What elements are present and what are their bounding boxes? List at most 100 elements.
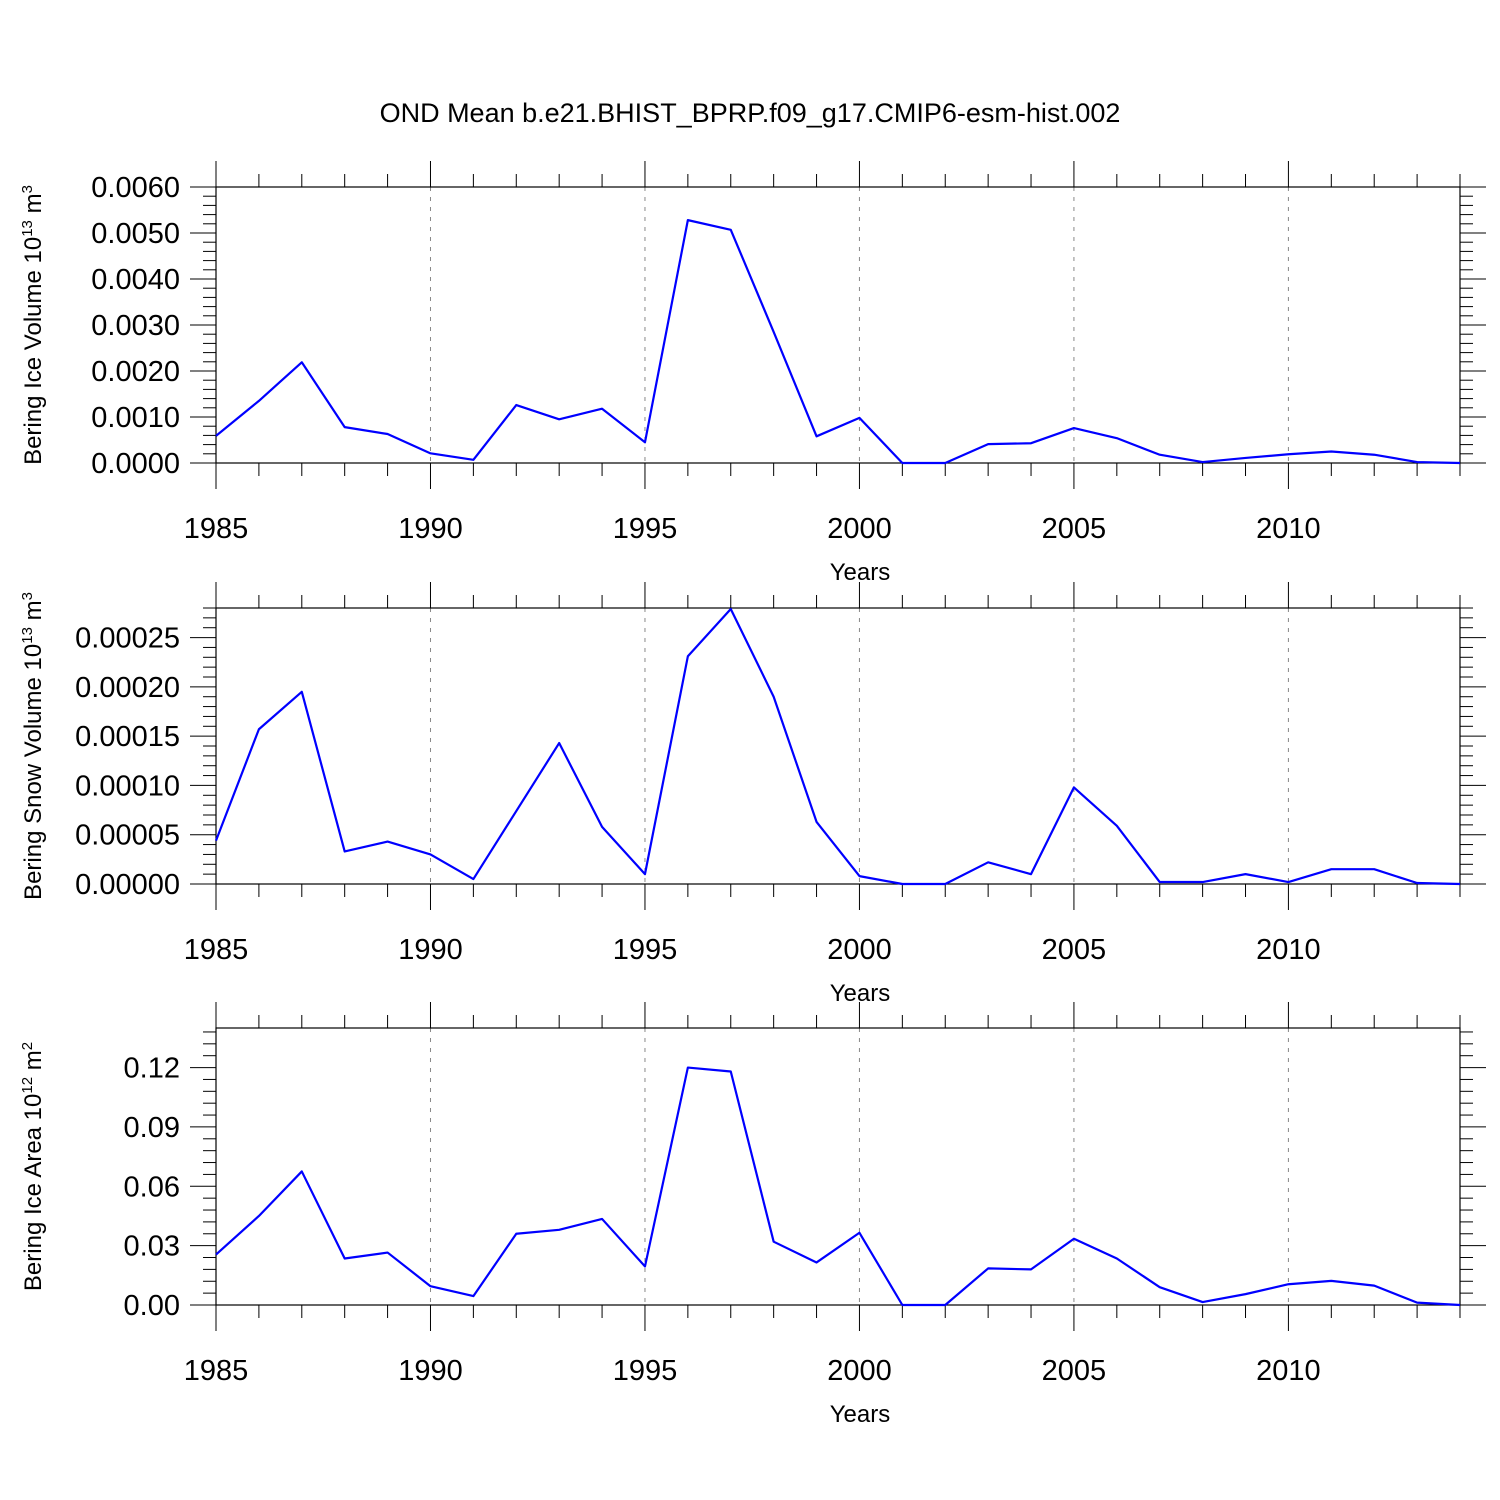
- y-tick-label: 0.0040: [91, 264, 180, 296]
- x-tick-label: 2000: [827, 513, 892, 545]
- data-point: [515, 810, 517, 812]
- x-tick-label: 2000: [827, 934, 892, 966]
- y-tick-label: 0.0010: [91, 402, 180, 434]
- x-tick-label: 2010: [1256, 513, 1321, 545]
- data-point: [1287, 1283, 1289, 1285]
- data-point: [429, 452, 431, 454]
- plot-frame: [215, 186, 1461, 464]
- data-point: [386, 1251, 388, 1253]
- y-tick-label: 0.00025: [75, 623, 180, 655]
- data-point: [515, 404, 517, 406]
- data-point: [343, 850, 345, 852]
- data-point: [301, 361, 303, 363]
- x-tick-label: 1985: [184, 934, 249, 966]
- plot-frame: [215, 1027, 1461, 1306]
- data-point: [429, 1285, 431, 1287]
- data-point: [343, 1257, 345, 1259]
- x-tick-label: 2005: [1042, 513, 1107, 545]
- data-point: [1159, 454, 1161, 456]
- data-point: [1287, 881, 1289, 883]
- data-point: [730, 229, 732, 231]
- data-point: [1116, 825, 1118, 827]
- data-point: [1201, 461, 1203, 463]
- y-axis-label-superscript: 12: [19, 1077, 36, 1094]
- y-tick-label: 0.0000: [91, 448, 180, 480]
- data-point: [558, 1229, 560, 1231]
- data-point: [1330, 450, 1332, 452]
- data-point: [1373, 868, 1375, 870]
- y-tick-label: 0.0060: [91, 172, 180, 204]
- data-point: [858, 1232, 860, 1234]
- data-point: [815, 435, 817, 437]
- x-axis-label: Years: [830, 1401, 891, 1428]
- data-point: [815, 1261, 817, 1263]
- data-point: [944, 1304, 946, 1306]
- data-point: [215, 1253, 217, 1255]
- data-point: [901, 883, 903, 885]
- panel-2: 0.00000 0.00005 0.00010 0.00015 0.00020 0.000…: [19, 582, 1486, 1007]
- data-point: [1073, 1238, 1075, 1240]
- y-axis-label-superscript: 13: [19, 627, 36, 644]
- series-line: [215, 1066, 1461, 1307]
- chart-title: OND Mean b.e21.BHIST_BPRP.f09_g17.CMIP6-…: [380, 98, 1121, 128]
- x-tick-label: 1995: [613, 1355, 678, 1387]
- data-point: [1416, 461, 1418, 463]
- y-tick-label: 0.12: [124, 1053, 180, 1085]
- y-tick-label: 0.0050: [91, 218, 180, 250]
- data-point: [1459, 462, 1461, 464]
- series-line: [215, 219, 1461, 465]
- data-point: [515, 1233, 517, 1235]
- data-point: [1159, 1286, 1161, 1288]
- data-point: [472, 459, 474, 461]
- series-line: [214, 607, 1461, 886]
- data-point: [429, 853, 431, 855]
- x-tick-label: 2010: [1256, 1355, 1321, 1387]
- y-axis-label-part: Bering Ice Area 10: [20, 1094, 47, 1291]
- data-point: [301, 1170, 303, 1172]
- data-point: [858, 875, 860, 877]
- data-point: [215, 435, 217, 437]
- x-tick-label: 1990: [398, 513, 463, 545]
- data-point: [730, 1070, 732, 1072]
- data-point: [301, 691, 303, 693]
- data-point: [343, 426, 345, 428]
- y-tick-label: 0.09: [124, 1112, 180, 1144]
- data-point: [687, 655, 689, 657]
- data-point: [1416, 1301, 1418, 1303]
- y-axis-label-part: m: [20, 600, 47, 627]
- x-tick-label: 2005: [1042, 1355, 1107, 1387]
- data-point: [472, 1295, 474, 1297]
- y-axis-label: Bering Ice Area 1012 m2: [19, 1042, 47, 1291]
- data-point: [944, 883, 946, 885]
- data-point: [1244, 873, 1246, 875]
- data-point: [1201, 881, 1203, 883]
- y-tick-label: 0.00010: [75, 770, 180, 802]
- data-point: [1416, 882, 1418, 884]
- x-tick-label: 2010: [1256, 934, 1321, 966]
- x-tick-label: 1995: [613, 513, 678, 545]
- data-point: [772, 696, 774, 698]
- data-point: [644, 1265, 646, 1267]
- y-tick-label: 0.00020: [75, 672, 180, 704]
- data-point: [1030, 873, 1032, 875]
- data-point: [1116, 437, 1118, 439]
- data-point: [1330, 868, 1332, 870]
- x-tick-label: 2005: [1042, 934, 1107, 966]
- data-point: [1330, 1280, 1332, 1282]
- data-point: [386, 840, 388, 842]
- data-point: [258, 1215, 260, 1217]
- data-point: [772, 331, 774, 333]
- data-point: [601, 408, 603, 410]
- y-axis-label-part: Bering Snow Volume 10: [20, 644, 47, 900]
- data-point: [1373, 1284, 1375, 1286]
- y-axis-label: Bering Snow Volume 1013 m3: [19, 592, 47, 900]
- data-point: [1287, 453, 1289, 455]
- y-tick-label: 0.00005: [75, 820, 180, 852]
- x-tick-label: 1985: [184, 1355, 249, 1387]
- data-point: [558, 742, 560, 744]
- data-point: [601, 826, 603, 828]
- data-point: [730, 608, 732, 610]
- panel-1: 0.0000 0.0010 0.0020 0.0030 0.0040 0.0050 0.00…: [19, 161, 1486, 586]
- y-tick-label: 0.06: [124, 1171, 180, 1203]
- data-point: [1244, 1293, 1246, 1295]
